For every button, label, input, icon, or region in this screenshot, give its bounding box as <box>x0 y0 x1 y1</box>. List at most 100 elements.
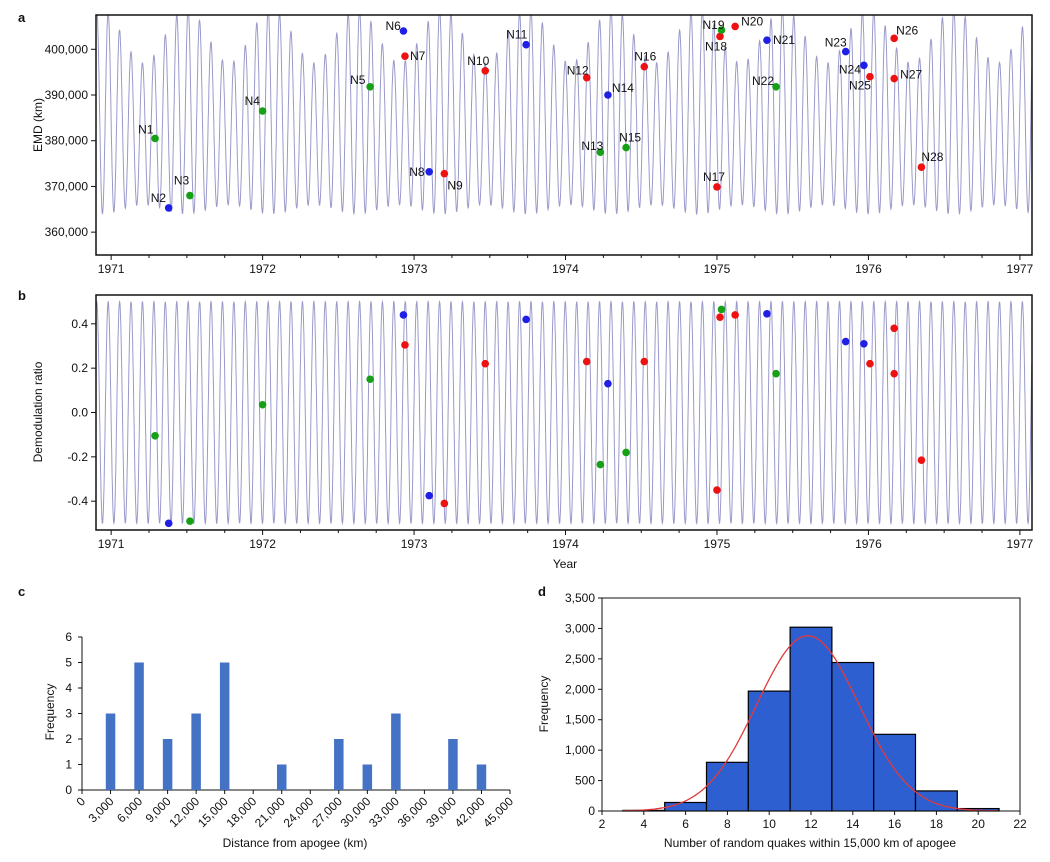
x-tick-label: 1972 <box>249 537 276 551</box>
point-label-n23: N23 <box>825 36 847 50</box>
data-point <box>866 359 874 368</box>
x-tick-label: 24,000 <box>281 794 317 830</box>
data-point <box>640 357 649 366</box>
histogram-bar <box>219 662 230 790</box>
y-tick-label: 0 <box>588 804 595 818</box>
histogram-bar <box>362 764 373 790</box>
data-point-n28 <box>917 163 926 172</box>
data-point <box>522 315 530 324</box>
data-point <box>366 375 374 384</box>
data-point <box>425 491 434 500</box>
x-tick-label: 8 <box>724 817 731 831</box>
point-label-n10: N10 <box>467 54 489 68</box>
x-tick-label: 1977 <box>1007 537 1034 551</box>
data-point-n17 <box>713 183 721 191</box>
data-point <box>622 448 630 457</box>
y-tick-label: 2,000 <box>565 682 595 696</box>
panel-d-xlabel: Number of random quakes within 15,000 km… <box>664 836 956 850</box>
data-point <box>763 310 771 318</box>
x-tick-label: 18 <box>930 817 944 831</box>
data-point <box>399 311 408 319</box>
data-point-n16 <box>640 62 649 71</box>
y-tick-label: 390,000 <box>45 88 89 102</box>
x-tick-label: 15,000 <box>195 794 231 830</box>
y-tick-label: 1,000 <box>565 743 595 757</box>
data-point <box>772 369 780 378</box>
point-label-n4: N4 <box>245 94 261 108</box>
x-tick-label: 27,000 <box>309 794 345 830</box>
x-tick-label: 1973 <box>401 262 428 276</box>
data-point-n3 <box>186 191 194 200</box>
panel-b-label: b <box>18 288 26 303</box>
panel-c-ylabel: Frequency <box>43 684 57 741</box>
data-point <box>582 357 591 366</box>
panel-d-ylabel: Frequency <box>537 676 551 733</box>
data-point-n18 <box>716 32 724 41</box>
data-point-n21 <box>763 36 771 44</box>
y-tick-label: 1,500 <box>565 713 595 727</box>
x-tick-label: 1972 <box>249 262 276 276</box>
panel-a-label: a <box>18 10 26 25</box>
data-point <box>481 359 490 368</box>
x-tick-label: 12 <box>804 817 818 831</box>
histogram-bar <box>191 713 201 790</box>
x-tick-label: 0 <box>73 794 88 809</box>
data-point-n7 <box>401 52 409 60</box>
data-point-n4 <box>258 107 267 115</box>
x-tick-label: 42,000 <box>452 794 488 830</box>
data-point-n2 <box>164 204 173 212</box>
x-tick-label: 6 <box>682 817 689 831</box>
x-tick-label: 1975 <box>704 262 731 276</box>
panel-a-ylabel: EMD (km) <box>31 98 45 152</box>
data-point-n22 <box>772 82 780 91</box>
x-tick-label: 14 <box>846 817 860 831</box>
data-point <box>890 369 898 378</box>
plot-frame <box>95 14 1033 256</box>
x-tick-label: 33,000 <box>366 794 402 830</box>
data-point-n1 <box>151 134 159 143</box>
panel-d-histogram: 0 500 1,000 1,500 2,000 2,500 3,000 3,500 2 4 6 8 10… <box>565 591 1027 831</box>
y-tick-label: 6 <box>65 630 72 644</box>
data-point <box>860 339 868 348</box>
y-tick-label: 5 <box>65 656 72 670</box>
panel-c-histogram: 012345603,0006,0009,00012,00015,00018,00… <box>65 630 516 830</box>
data-point-n19 <box>717 26 726 34</box>
data-point <box>716 313 724 321</box>
x-tick-label: 1976 <box>855 537 882 551</box>
y-tick-label: 0.4 <box>71 317 88 331</box>
histogram-bar <box>162 739 173 790</box>
panel-c-label: c <box>18 584 25 599</box>
point-label-n21: N21 <box>773 33 795 47</box>
y-tick-label: -0.2 <box>67 450 88 464</box>
data-point <box>713 486 721 494</box>
x-tick-label: 1974 <box>552 262 579 276</box>
data-point-n13 <box>596 148 605 156</box>
histogram-bar <box>831 661 875 812</box>
point-label-n5: N5 <box>350 73 366 87</box>
y-tick-label: 0 <box>65 783 72 797</box>
x-tick-label: 1971 <box>98 537 125 551</box>
data-point-n11 <box>522 40 530 49</box>
panel-c-xlabel: Distance from apogee (km) <box>223 836 368 850</box>
histogram-bar <box>391 713 401 790</box>
background-wave <box>96 15 1032 216</box>
histogram-bar <box>789 626 833 812</box>
data-point-n12 <box>582 73 591 82</box>
data-point <box>841 337 850 346</box>
point-label-n6: N6 <box>385 19 401 33</box>
y-tick-label: 3 <box>65 707 72 721</box>
data-point <box>151 431 159 440</box>
x-tick-label: 1975 <box>704 537 731 551</box>
y-tick-label: 500 <box>575 774 595 788</box>
y-tick-label: 2,500 <box>565 652 595 666</box>
point-label-n28: N28 <box>921 150 943 164</box>
y-tick-label: 1 <box>65 758 72 772</box>
data-point <box>717 305 726 314</box>
x-tick-label: 12,000 <box>166 794 202 830</box>
data-point <box>890 324 898 333</box>
point-label-n9: N9 <box>447 179 463 193</box>
x-tick-label: 21,000 <box>252 794 288 830</box>
x-tick-label: 39,000 <box>423 794 459 830</box>
histogram-bar <box>448 739 458 790</box>
point-label-n1: N1 <box>138 122 154 136</box>
